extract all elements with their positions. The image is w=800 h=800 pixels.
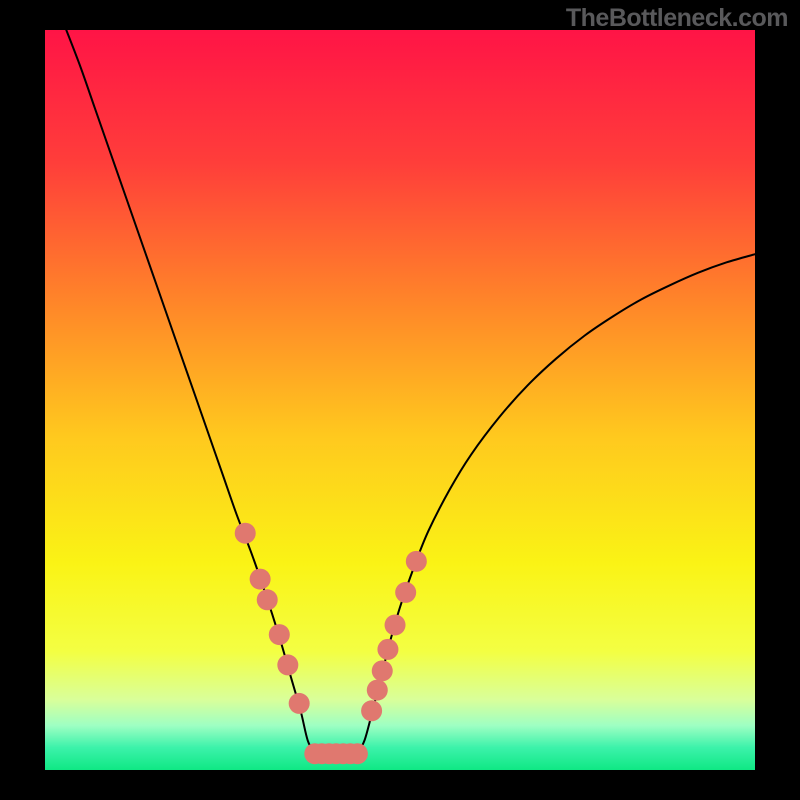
chart-container: TheBottleneck.com	[0, 0, 800, 800]
marker-left	[269, 624, 290, 645]
marker-right	[395, 582, 416, 603]
marker-left	[289, 693, 310, 714]
marker-left	[235, 523, 256, 544]
marker-right	[361, 700, 382, 721]
bottleneck-curve-chart	[0, 0, 800, 800]
marker-right	[385, 614, 406, 635]
marker-right	[372, 660, 393, 681]
marker-right	[406, 551, 427, 572]
watermark-text: TheBottleneck.com	[566, 4, 788, 33]
marker-left	[277, 654, 298, 675]
marker-right	[377, 639, 398, 660]
marker-valley	[347, 743, 368, 764]
marker-left	[250, 569, 271, 590]
marker-left	[257, 589, 278, 610]
gradient-plot-area	[45, 30, 755, 770]
marker-right	[367, 680, 388, 701]
